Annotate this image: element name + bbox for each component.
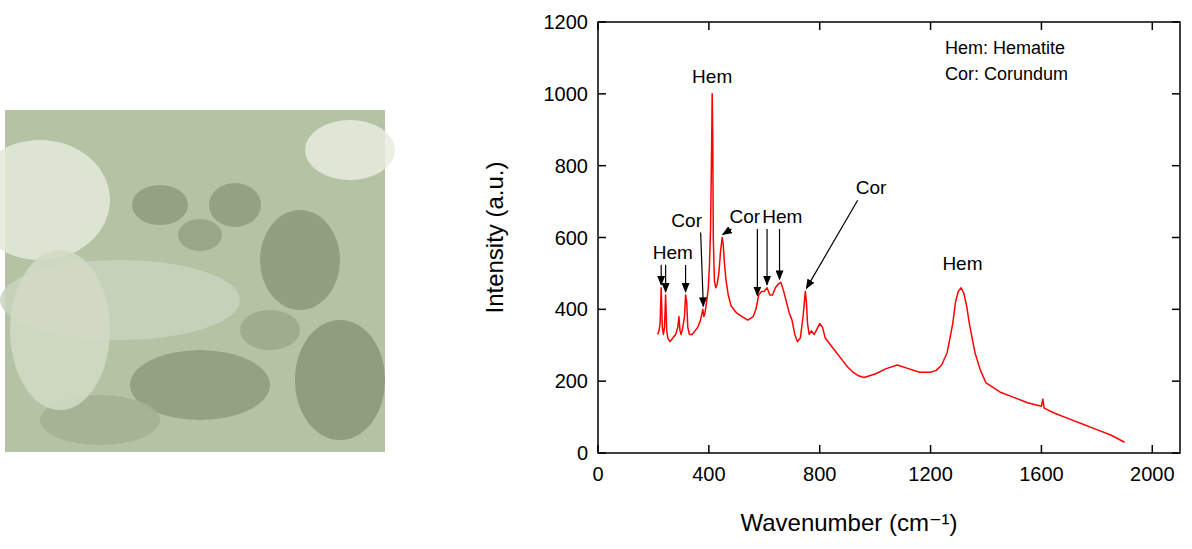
annotation-label: Hem — [942, 253, 982, 274]
y-tick-right — [1172, 452, 1180, 454]
y-tick-label: 800 — [555, 155, 588, 177]
x-tick-label: 2000 — [1130, 463, 1175, 485]
annotation-label: Hem — [653, 242, 693, 263]
y-tick — [598, 380, 606, 382]
x-tick-label: 400 — [692, 463, 725, 485]
x-tick-label: 1600 — [1019, 463, 1064, 485]
photo-patch — [240, 310, 300, 350]
y-tick — [598, 93, 606, 95]
y-axis-title: Intensity (a.u.) — [481, 161, 508, 313]
photo-patch — [295, 320, 385, 440]
annotation-label: Cor — [671, 210, 702, 231]
x-tick-top — [597, 22, 599, 30]
photo-patch — [10, 250, 110, 410]
annotation-arrow — [779, 229, 780, 279]
annotation-arrow — [757, 229, 758, 296]
photo — [0, 110, 395, 452]
x-tick-top — [930, 22, 932, 30]
y-tick-right — [1172, 237, 1180, 239]
annotation-label: Hem — [762, 206, 802, 227]
y-tick-right — [1172, 21, 1180, 23]
y-tick — [598, 237, 606, 239]
x-axis-title: Wavenumber (cm⁻¹) — [740, 509, 957, 536]
photo-patch — [132, 185, 188, 225]
x-tick-top — [1152, 22, 1154, 30]
annotation-label: Cor — [730, 206, 761, 227]
key-note: Cor: Corundum — [945, 64, 1068, 84]
y-tick-label: 400 — [555, 298, 588, 320]
annotation-arrow — [766, 229, 767, 285]
x-tick-top — [1041, 22, 1043, 30]
x-tick — [708, 445, 710, 453]
annotation-arrow — [665, 265, 666, 292]
y-tick-right — [1172, 380, 1180, 382]
annotation-arrow — [723, 229, 732, 235]
x-tick — [819, 445, 821, 453]
photo-patch — [0, 140, 110, 260]
y-tick-right — [1172, 309, 1180, 311]
x-tick — [1041, 445, 1043, 453]
annotation-arrow — [701, 233, 704, 307]
annotation-label: Cor — [856, 177, 887, 198]
y-tick-label: 200 — [555, 370, 588, 392]
photo-patch — [178, 219, 222, 251]
y-tick — [598, 309, 606, 311]
x-tick — [930, 445, 932, 453]
x-tick-top — [819, 22, 821, 30]
x-tick-label: 800 — [803, 463, 836, 485]
photo-patch — [305, 120, 395, 180]
annotation-arrow — [806, 200, 857, 288]
y-tick — [598, 452, 606, 454]
x-tick-top — [708, 22, 710, 30]
x-tick — [1152, 445, 1154, 453]
x-tick — [597, 445, 599, 453]
y-tick — [598, 21, 606, 23]
y-tick-label: 1200 — [544, 11, 589, 33]
y-tick — [598, 165, 606, 167]
key-note: Hem: Hematite — [945, 38, 1065, 58]
plot-frame — [598, 22, 1180, 453]
y-tick-label: 1000 — [544, 83, 589, 105]
photo-patch — [260, 210, 340, 310]
y-tick-label: 600 — [555, 227, 588, 249]
x-tick-label: 1200 — [908, 463, 953, 485]
annotation-label: Hem — [692, 66, 732, 87]
plot-area — [658, 94, 1125, 442]
annotation-arrow — [661, 265, 662, 285]
x-tick-label: 0 — [592, 463, 603, 485]
spectrum-line — [658, 94, 1125, 442]
y-tick-right — [1172, 165, 1180, 167]
y-tick-right — [1172, 93, 1180, 95]
y-tick-label: 0 — [577, 442, 588, 464]
annotation-arrow — [685, 265, 686, 292]
figure: 0 200 400 600 800 1000 1200 0 400 800 1200 1600 2000… — [0, 0, 1192, 549]
photo-patch — [209, 183, 261, 227]
